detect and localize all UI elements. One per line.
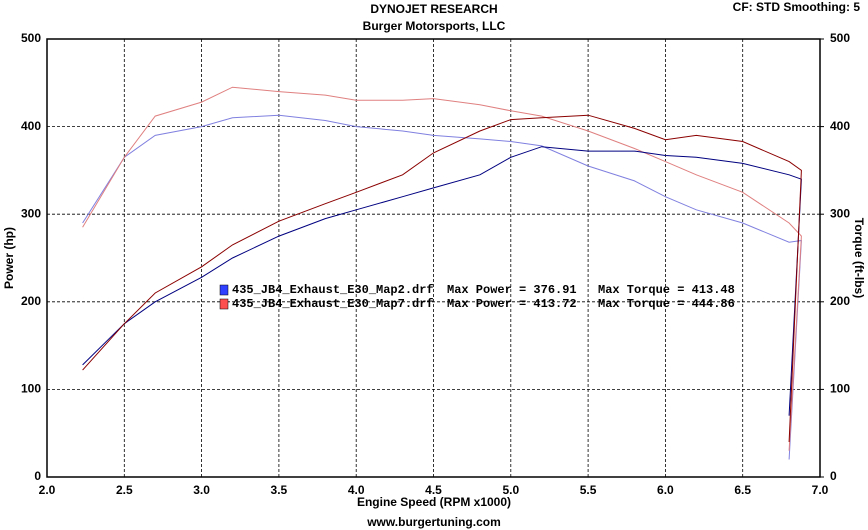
x-tick-label: 3.5 (271, 483, 288, 497)
plot-frame (46, 38, 821, 478)
y-tick-label: 100 (21, 382, 41, 396)
legend-max-torque: Max Torque = 413.48 (598, 283, 735, 297)
corner-note: CF: STD Smoothing: 5 (733, 0, 861, 14)
torque-line (82, 114, 802, 460)
x-tick-label: 7.0 (812, 483, 829, 497)
y2-tick-label: 300 (830, 206, 850, 220)
x-axis-title: Engine Speed (RPM x1000) (357, 495, 511, 509)
y-tick-label: 400 (21, 119, 41, 133)
y-axis-title: Power (hp) (2, 227, 16, 289)
chart-title: DYNOJET RESEARCH (370, 2, 497, 16)
x-tick-label: 2.5 (116, 483, 133, 497)
legend-max-power: Max Power = 376.91 (447, 283, 577, 297)
power-line (82, 146, 802, 416)
y2-tick-label: 500 (830, 31, 850, 45)
y-tick-label: 500 (21, 31, 41, 45)
x-tick-label: 6.0 (657, 483, 674, 497)
torque-line (82, 86, 802, 451)
footer: www.burgertuning.com (366, 515, 501, 529)
legend-swatch (219, 298, 229, 310)
legend-max-power: Max Power = 413.72 (447, 297, 577, 311)
y2-tick-label: 200 (830, 294, 850, 308)
x-tick-label: 5.5 (580, 483, 597, 497)
y-tick-label: 0 (34, 469, 41, 483)
power-line (82, 114, 802, 443)
x-tick-label: 4.0 (348, 483, 365, 497)
x-tick-label: 5.0 (502, 483, 519, 497)
x-tick-label: 3.0 (193, 483, 210, 497)
y2-tick-label: 100 (830, 382, 850, 396)
x-tick-label: 6.5 (734, 483, 751, 497)
x-tick-label: 4.5 (425, 483, 442, 497)
y2-axis-title: Torque (ft-lbs) (852, 218, 866, 298)
y-tick-label: 200 (21, 294, 41, 308)
y2-tick-label: 400 (830, 119, 850, 133)
legend-max-torque: Max Torque = 444.86 (598, 297, 735, 311)
y2-tick-label: 0 (830, 469, 837, 483)
legend-label: 435_JB4_Exhaust_E30_Map2.drf (232, 283, 434, 297)
legend-label: 435_JB4_Exhaust_E30_Map7.drf (232, 297, 434, 311)
chart-subtitle: Burger Motorsports, LLC (363, 19, 506, 33)
legend-swatch (219, 284, 229, 296)
x-tick-label: 2.0 (39, 483, 56, 497)
y-tick-label: 300 (21, 206, 41, 220)
